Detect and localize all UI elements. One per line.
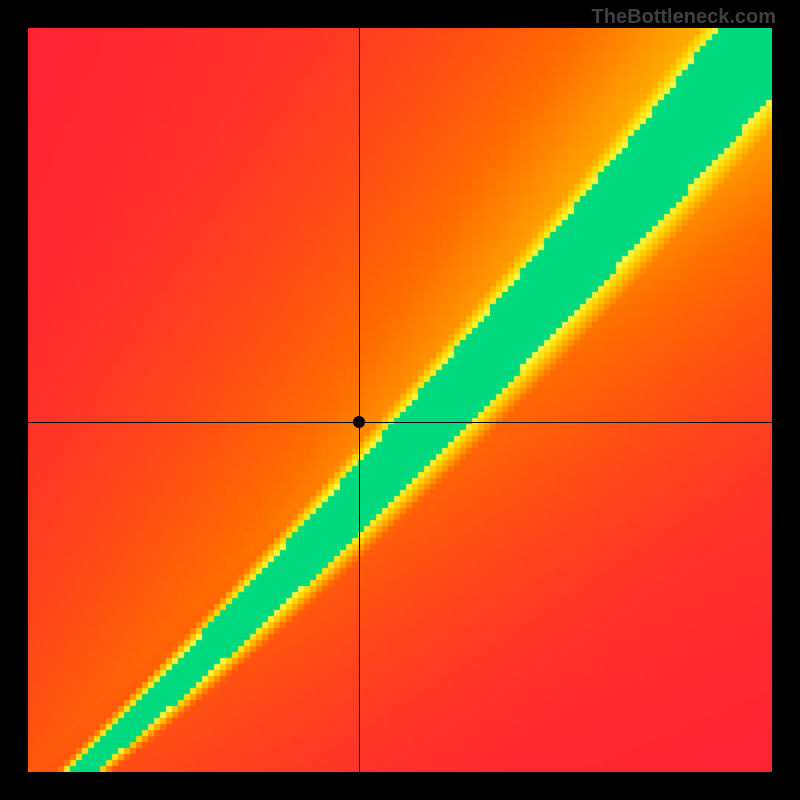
watermark-text: TheBottleneck.com (592, 6, 776, 29)
crosshair-vertical (359, 28, 360, 772)
heatmap-plot-area (28, 28, 772, 772)
crosshair-horizontal (28, 422, 772, 423)
crosshair-marker-dot (353, 416, 365, 428)
heatmap-canvas (28, 28, 772, 772)
